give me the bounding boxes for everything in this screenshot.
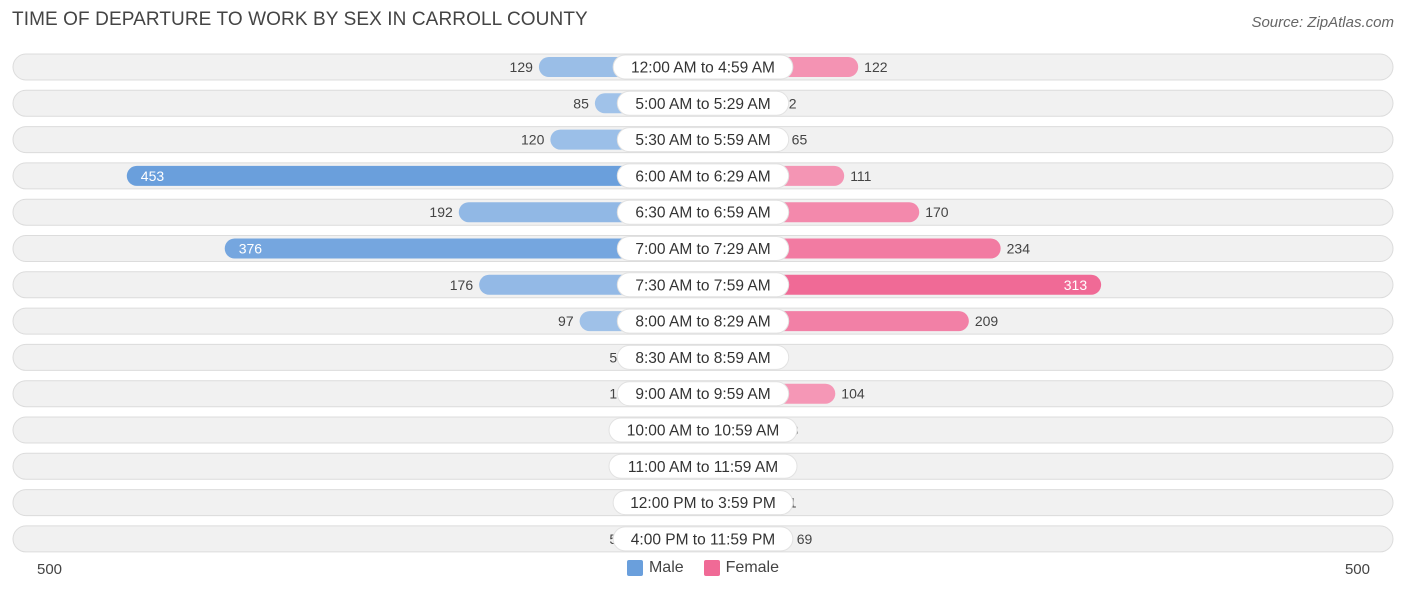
category-pill bbox=[616, 199, 790, 225]
category-label: 5:30 AM to 5:59 AM bbox=[635, 132, 770, 149]
category-label: 8:30 AM to 8:59 AM bbox=[635, 350, 770, 367]
category-label: 4:00 PM to 11:59 PM bbox=[631, 531, 775, 548]
category-pill bbox=[612, 490, 794, 516]
male-value-label: 97 bbox=[558, 313, 574, 329]
male-value-label: 192 bbox=[429, 204, 453, 220]
male-bar bbox=[126, 165, 703, 186]
category-label: 8:00 AM to 8:29 AM bbox=[635, 314, 770, 331]
source-note: Source: ZipAtlas.com bbox=[1251, 14, 1394, 31]
category-pill bbox=[616, 308, 790, 334]
female-value-label: 69 bbox=[797, 531, 813, 547]
category-pill bbox=[616, 90, 790, 116]
legend-label-female: Female bbox=[725, 559, 780, 576]
category-label: 7:30 AM to 7:59 AM bbox=[635, 277, 770, 294]
axis-left-label: 500 bbox=[37, 561, 63, 578]
male-value-label: 176 bbox=[450, 277, 474, 293]
category-label: 6:30 AM to 6:59 AM bbox=[635, 205, 770, 222]
category-pill bbox=[616, 163, 790, 189]
category-pill bbox=[616, 381, 790, 407]
category-pill bbox=[616, 127, 790, 153]
male-value-label: 129 bbox=[510, 59, 534, 75]
category-pill bbox=[616, 272, 790, 298]
category-label: 11:00 AM to 11:59 AM bbox=[628, 459, 778, 476]
male-value-label: 453 bbox=[141, 168, 165, 184]
male-value-label: 85 bbox=[573, 95, 589, 111]
female-value-label: 65 bbox=[792, 132, 808, 148]
category-pill bbox=[616, 344, 790, 370]
female-value-label: 122 bbox=[864, 59, 888, 75]
axis-right-label: 500 bbox=[1344, 561, 1370, 578]
category-label: 5:00 AM to 5:29 AM bbox=[635, 96, 770, 113]
legend-item-male: Male bbox=[626, 559, 684, 577]
legend-label-male: Male bbox=[648, 559, 684, 576]
category-label: 12:00 PM to 3:59 PM bbox=[630, 495, 776, 512]
chart-title: TIME OF DEPARTURE TO WORK BY SEX IN CARR… bbox=[12, 9, 588, 30]
category-pill bbox=[616, 236, 790, 261]
category-label: 7:00 AM to 7:29 AM bbox=[635, 241, 770, 258]
female-value-label: 111 bbox=[850, 168, 871, 184]
male-bar bbox=[224, 238, 703, 259]
category-label: 10:00 AM to 10:59 AM bbox=[627, 423, 780, 440]
female-value-label: 170 bbox=[925, 204, 949, 220]
female-value-label: 104 bbox=[841, 386, 865, 402]
female-bar bbox=[703, 274, 1102, 295]
male-value-label: 120 bbox=[521, 132, 545, 148]
female-value-label: 313 bbox=[1064, 277, 1088, 293]
category-pill bbox=[608, 453, 798, 479]
legend-item-female: Female bbox=[703, 559, 780, 577]
legend-swatch-male bbox=[626, 560, 643, 576]
category-label: 6:00 AM to 6:29 AM bbox=[635, 168, 770, 185]
category-label: 12:00 AM to 4:59 AM bbox=[631, 60, 775, 77]
female-value-label: 234 bbox=[1007, 241, 1031, 257]
legend-swatch-female bbox=[703, 560, 720, 576]
legend: Male Female bbox=[0, 559, 1406, 577]
category-label: 9:00 AM to 9:59 AM bbox=[635, 386, 770, 403]
category-pill bbox=[612, 54, 794, 80]
male-value-label: 376 bbox=[239, 241, 263, 257]
category-pill bbox=[612, 526, 794, 552]
female-value-label: 209 bbox=[975, 313, 999, 329]
category-pill bbox=[608, 417, 798, 443]
